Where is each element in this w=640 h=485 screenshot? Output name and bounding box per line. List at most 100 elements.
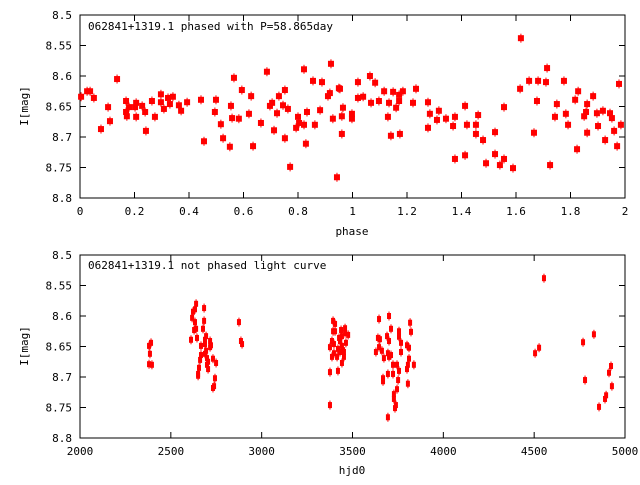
data-point xyxy=(366,71,373,81)
data-point xyxy=(326,88,333,98)
data-point xyxy=(412,84,419,94)
x-tick-label: 0.8 xyxy=(288,205,308,218)
data-point xyxy=(338,111,345,121)
data-point xyxy=(335,352,340,362)
data-point xyxy=(405,379,410,389)
data-point xyxy=(226,142,233,152)
data-point xyxy=(188,335,193,345)
data-point xyxy=(399,338,404,348)
data-point xyxy=(614,141,621,151)
data-point xyxy=(463,120,470,130)
data-point xyxy=(202,316,207,326)
data-point xyxy=(368,98,375,108)
data-point xyxy=(526,76,533,86)
data-point xyxy=(133,98,140,108)
data-point xyxy=(148,96,155,106)
data-point xyxy=(611,126,618,136)
data-point xyxy=(575,86,582,96)
data-point xyxy=(202,339,207,349)
data-point xyxy=(142,126,149,136)
x-tick-label: 5000 xyxy=(612,445,639,458)
data-point xyxy=(337,347,342,357)
data-point xyxy=(426,109,433,119)
data-point xyxy=(343,328,348,338)
x-tick-label: 1.8 xyxy=(561,205,581,218)
data-point xyxy=(435,106,442,116)
data-point xyxy=(541,273,546,283)
data-point xyxy=(248,91,255,101)
y-tick-label: 8.55 xyxy=(46,40,73,53)
data-point xyxy=(537,343,542,353)
data-point xyxy=(235,114,242,124)
data-point xyxy=(609,381,614,391)
data-point xyxy=(114,74,121,84)
y-tick-label: 8.7 xyxy=(52,131,72,144)
data-point xyxy=(281,133,288,143)
y-tick-label: 8.75 xyxy=(46,162,73,175)
data-point xyxy=(462,150,469,160)
data-point xyxy=(227,101,234,111)
data-point xyxy=(339,103,346,113)
lightcurve-plot-xlabel: hjd0 xyxy=(339,464,366,477)
data-point xyxy=(393,403,398,413)
data-point xyxy=(318,77,325,87)
data-point xyxy=(387,311,392,321)
data-point xyxy=(462,101,469,111)
data-point xyxy=(87,86,94,96)
data-point xyxy=(450,121,457,131)
data-point xyxy=(385,369,390,379)
x-tick-label: 1.6 xyxy=(506,205,526,218)
data-point xyxy=(517,33,524,43)
data-point xyxy=(198,341,203,351)
data-point xyxy=(391,360,396,370)
data-point xyxy=(396,96,403,106)
data-point xyxy=(295,112,301,122)
data-point xyxy=(327,342,332,352)
data-point xyxy=(433,115,440,125)
data-point xyxy=(551,112,558,122)
data-point xyxy=(397,332,402,342)
data-point xyxy=(396,375,401,385)
data-point xyxy=(157,89,164,99)
data-point xyxy=(166,99,173,109)
data-point xyxy=(560,76,567,86)
data-point xyxy=(492,149,499,159)
data-point xyxy=(535,76,542,86)
data-point xyxy=(343,338,348,348)
data-point xyxy=(123,96,130,106)
x-tick-label: 0.6 xyxy=(234,205,254,218)
data-point xyxy=(335,366,340,376)
data-point xyxy=(406,343,411,353)
y-tick-label: 8.6 xyxy=(52,70,72,83)
data-point xyxy=(411,360,416,370)
data-point xyxy=(280,100,287,110)
data-point xyxy=(501,154,508,164)
data-point xyxy=(397,366,402,376)
data-point xyxy=(472,120,479,130)
data-point xyxy=(472,129,479,139)
data-point xyxy=(533,96,540,106)
data-point xyxy=(607,368,612,378)
x-tick-label: 2500 xyxy=(158,445,185,458)
data-point xyxy=(274,108,281,118)
data-point xyxy=(597,402,602,412)
x-tick-label: 0 xyxy=(77,205,84,218)
data-point xyxy=(584,128,591,138)
phased-plot-ylabel: I[mag] xyxy=(18,86,31,126)
data-point xyxy=(381,353,386,363)
x-tick-label: 1.4 xyxy=(452,205,472,218)
data-point xyxy=(409,98,416,108)
data-point xyxy=(583,375,588,385)
data-point xyxy=(327,400,332,410)
data-point xyxy=(317,105,324,115)
data-point xyxy=(169,92,176,102)
x-tick-label: 3000 xyxy=(248,445,275,458)
plot-frame xyxy=(79,254,626,439)
data-point xyxy=(372,78,379,88)
x-tick-label: 3500 xyxy=(339,445,366,458)
data-point xyxy=(245,109,252,119)
data-point xyxy=(178,106,185,116)
data-point xyxy=(147,359,152,369)
data-point xyxy=(381,376,386,386)
data-point xyxy=(583,107,590,117)
